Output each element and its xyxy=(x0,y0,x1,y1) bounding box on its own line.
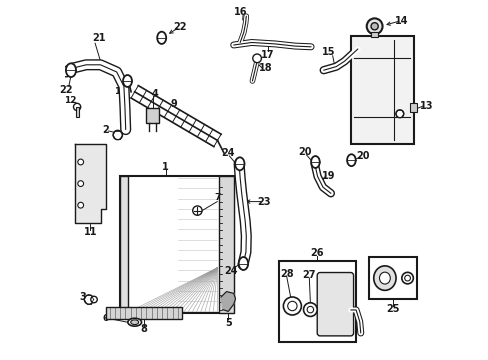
Text: 26: 26 xyxy=(310,248,324,258)
Ellipse shape xyxy=(66,63,76,77)
Bar xyxy=(106,307,181,319)
Text: 8: 8 xyxy=(140,324,147,334)
Circle shape xyxy=(113,130,122,140)
Text: 19: 19 xyxy=(322,171,335,181)
Text: 17: 17 xyxy=(261,50,274,60)
Circle shape xyxy=(78,159,83,165)
Circle shape xyxy=(404,275,409,281)
Ellipse shape xyxy=(235,157,244,170)
Circle shape xyxy=(401,272,412,284)
Circle shape xyxy=(370,23,377,30)
Bar xyxy=(370,32,377,37)
Text: 28: 28 xyxy=(279,269,293,279)
Text: 20: 20 xyxy=(355,150,368,161)
FancyBboxPatch shape xyxy=(317,273,353,336)
Text: 12: 12 xyxy=(64,96,77,105)
Text: 4: 4 xyxy=(151,89,158,99)
Text: 16: 16 xyxy=(234,6,247,17)
Text: 11: 11 xyxy=(83,227,97,237)
Circle shape xyxy=(84,295,94,304)
Ellipse shape xyxy=(127,318,141,326)
Text: 10: 10 xyxy=(114,87,126,96)
Bar xyxy=(278,261,355,342)
Polygon shape xyxy=(221,292,235,311)
Circle shape xyxy=(91,296,97,303)
Polygon shape xyxy=(75,144,106,223)
FancyBboxPatch shape xyxy=(350,36,413,144)
Bar xyxy=(368,257,416,299)
Text: 7: 7 xyxy=(214,193,220,202)
Text: 24: 24 xyxy=(224,266,238,276)
Circle shape xyxy=(73,103,81,111)
Text: 15: 15 xyxy=(322,47,335,57)
Ellipse shape xyxy=(379,272,389,284)
Ellipse shape xyxy=(310,156,319,168)
Ellipse shape xyxy=(238,257,247,270)
Text: 27: 27 xyxy=(302,270,315,280)
Bar xyxy=(219,176,233,313)
Text: 13: 13 xyxy=(419,101,432,111)
Bar xyxy=(76,107,79,117)
Circle shape xyxy=(252,54,261,63)
Text: 21: 21 xyxy=(92,33,105,43)
Circle shape xyxy=(395,110,403,118)
Ellipse shape xyxy=(373,266,395,290)
Bar xyxy=(120,176,128,313)
Text: 22: 22 xyxy=(173,22,186,32)
Circle shape xyxy=(78,181,83,186)
Ellipse shape xyxy=(130,320,139,325)
Bar xyxy=(146,108,159,123)
Circle shape xyxy=(192,206,202,215)
Text: 5: 5 xyxy=(224,318,231,328)
Circle shape xyxy=(287,301,296,311)
Ellipse shape xyxy=(346,154,355,166)
Bar xyxy=(120,176,233,313)
Ellipse shape xyxy=(157,32,166,44)
Circle shape xyxy=(78,202,83,208)
Circle shape xyxy=(303,303,317,316)
Text: 9: 9 xyxy=(171,99,177,109)
Circle shape xyxy=(306,306,313,313)
Text: 25: 25 xyxy=(386,304,399,314)
Text: 6: 6 xyxy=(102,314,108,323)
Circle shape xyxy=(283,297,301,315)
Text: 18: 18 xyxy=(258,63,272,73)
Text: 14: 14 xyxy=(394,15,407,26)
Text: 1: 1 xyxy=(162,162,169,172)
Text: 22: 22 xyxy=(60,85,73,95)
Text: 23: 23 xyxy=(257,197,270,207)
Text: 20: 20 xyxy=(298,147,311,157)
Text: 2: 2 xyxy=(102,125,109,135)
Text: 3: 3 xyxy=(80,292,86,302)
Bar xyxy=(409,103,416,112)
Text: 24: 24 xyxy=(221,148,235,158)
Ellipse shape xyxy=(123,75,132,87)
Circle shape xyxy=(366,18,382,34)
